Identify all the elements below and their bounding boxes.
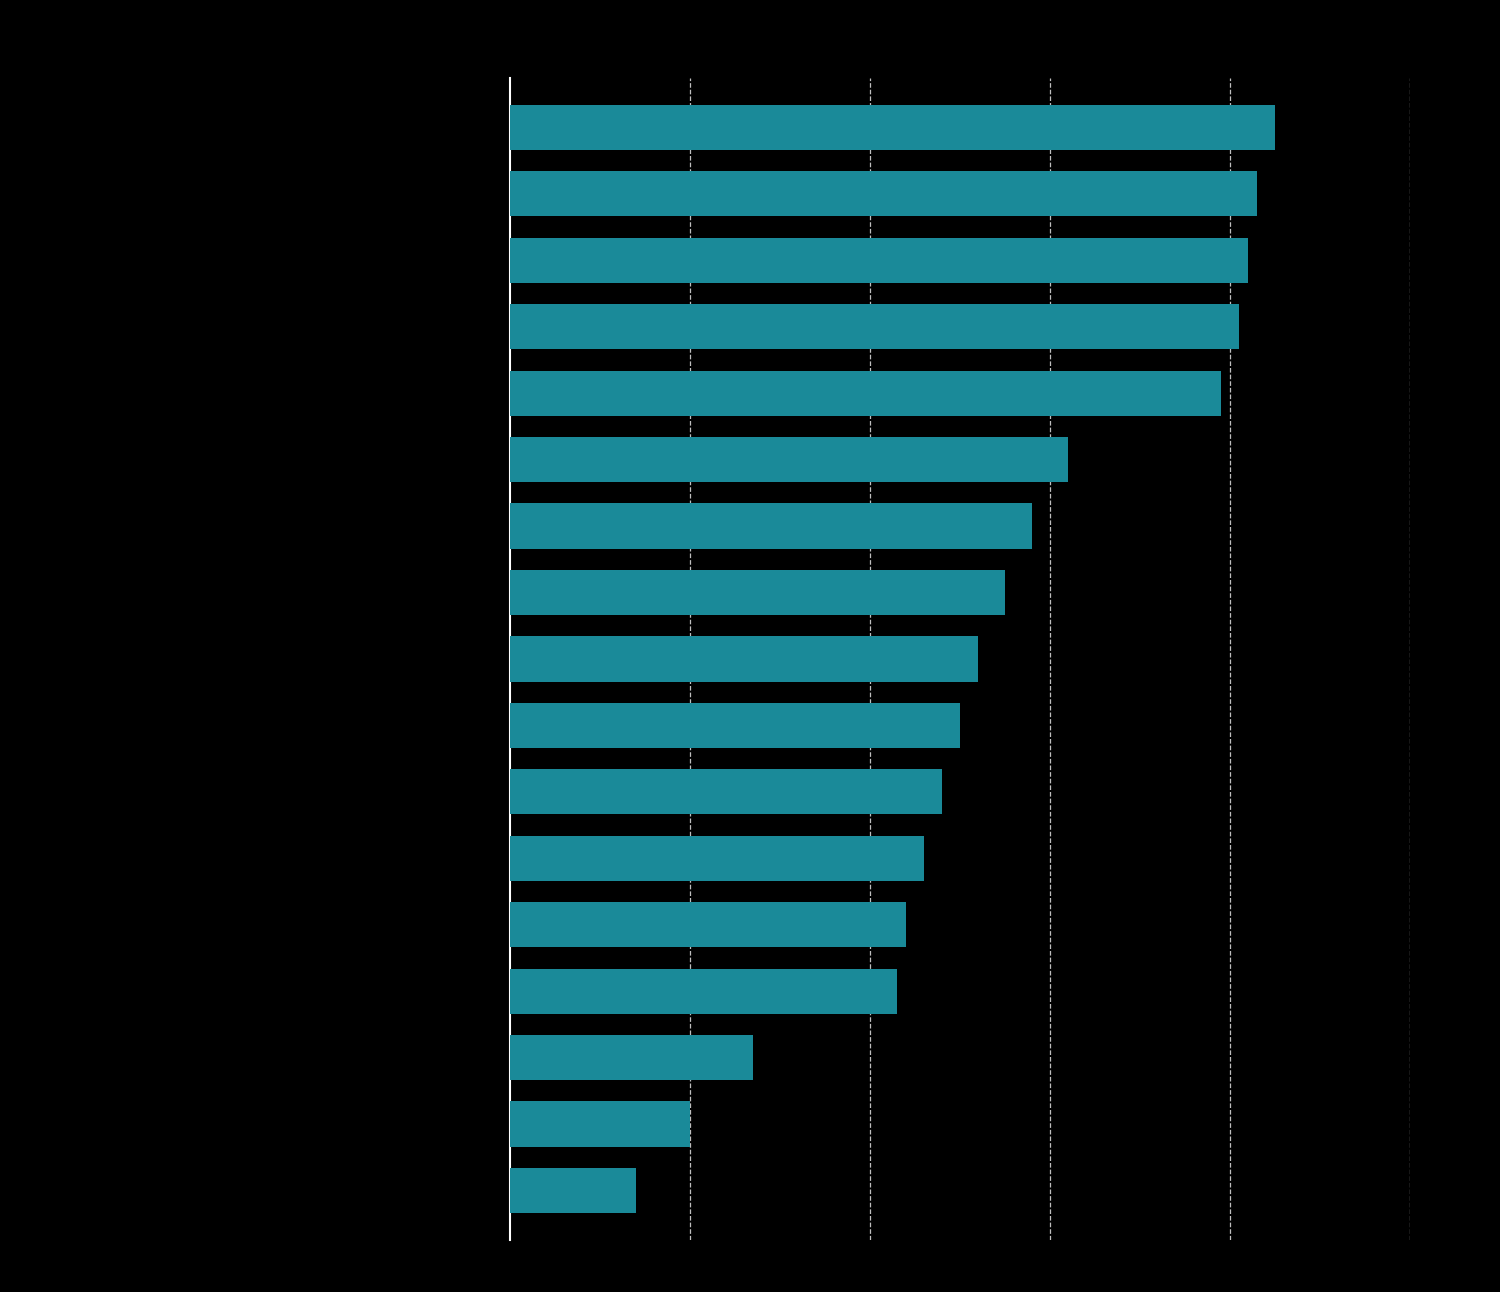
- Bar: [510, 504, 1032, 549]
- Bar: [510, 172, 1257, 216]
- Bar: [510, 969, 897, 1014]
- Bar: [510, 238, 1248, 283]
- Bar: [510, 570, 1005, 615]
- Bar: [510, 769, 942, 814]
- Bar: [510, 1168, 636, 1213]
- Bar: [510, 1035, 753, 1080]
- Bar: [510, 304, 1239, 349]
- Bar: [510, 902, 906, 947]
- Bar: [510, 371, 1221, 416]
- Bar: [510, 1102, 690, 1146]
- Bar: [510, 836, 924, 881]
- Bar: [510, 703, 960, 748]
- Bar: [510, 105, 1275, 150]
- Bar: [510, 437, 1068, 482]
- Bar: [510, 637, 978, 681]
